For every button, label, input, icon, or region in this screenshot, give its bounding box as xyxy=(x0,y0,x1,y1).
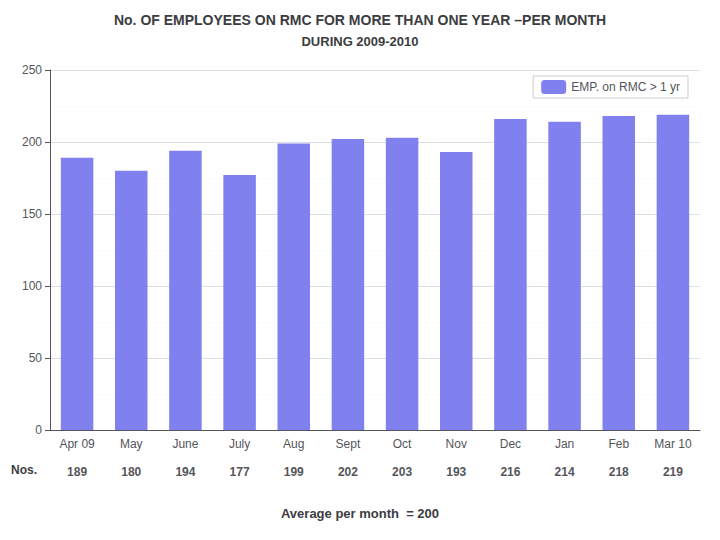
svg-text:Sept: Sept xyxy=(336,437,361,451)
svg-text:189: 189 xyxy=(67,465,87,479)
svg-text:199: 199 xyxy=(284,465,304,479)
svg-text:194: 194 xyxy=(175,465,195,479)
svg-text:202: 202 xyxy=(338,465,358,479)
svg-text:200: 200 xyxy=(22,135,42,149)
svg-text:Average per month = 200: Average per month = 200 xyxy=(281,506,439,521)
svg-text:DURING 2009-2010: DURING 2009-2010 xyxy=(301,34,418,49)
svg-text:June: June xyxy=(172,437,198,451)
svg-text:July: July xyxy=(229,437,250,451)
svg-text:203: 203 xyxy=(392,465,412,479)
svg-text:218: 218 xyxy=(609,465,629,479)
svg-text:193: 193 xyxy=(446,465,466,479)
svg-text:250: 250 xyxy=(22,63,42,77)
svg-text:Dec: Dec xyxy=(500,437,521,451)
svg-text:Nos.: Nos. xyxy=(11,463,37,477)
svg-text:180: 180 xyxy=(121,465,141,479)
svg-text:100: 100 xyxy=(22,279,42,293)
svg-text:177: 177 xyxy=(230,465,250,479)
svg-text:150: 150 xyxy=(22,207,42,221)
svg-text:214: 214 xyxy=(555,465,575,479)
svg-text:Aug: Aug xyxy=(283,437,304,451)
svg-text:216: 216 xyxy=(500,465,520,479)
svg-text:219: 219 xyxy=(663,465,683,479)
svg-text:Feb: Feb xyxy=(608,437,629,451)
svg-text:EMP. on RMC > 1 yr: EMP. on RMC > 1 yr xyxy=(571,80,680,94)
svg-text:May: May xyxy=(120,437,143,451)
svg-text:50: 50 xyxy=(29,351,43,365)
svg-text:Apr 09: Apr 09 xyxy=(59,437,95,451)
svg-text:Nov: Nov xyxy=(446,437,467,451)
svg-text:0: 0 xyxy=(35,423,42,437)
svg-text:No. OF EMPLOYEES ON RMC FOR MO: No. OF EMPLOYEES ON RMC FOR MORE THAN ON… xyxy=(114,12,606,28)
svg-text:Oct: Oct xyxy=(393,437,412,451)
svg-text:Mar 10: Mar 10 xyxy=(654,437,692,451)
svg-text:Jan: Jan xyxy=(555,437,574,451)
